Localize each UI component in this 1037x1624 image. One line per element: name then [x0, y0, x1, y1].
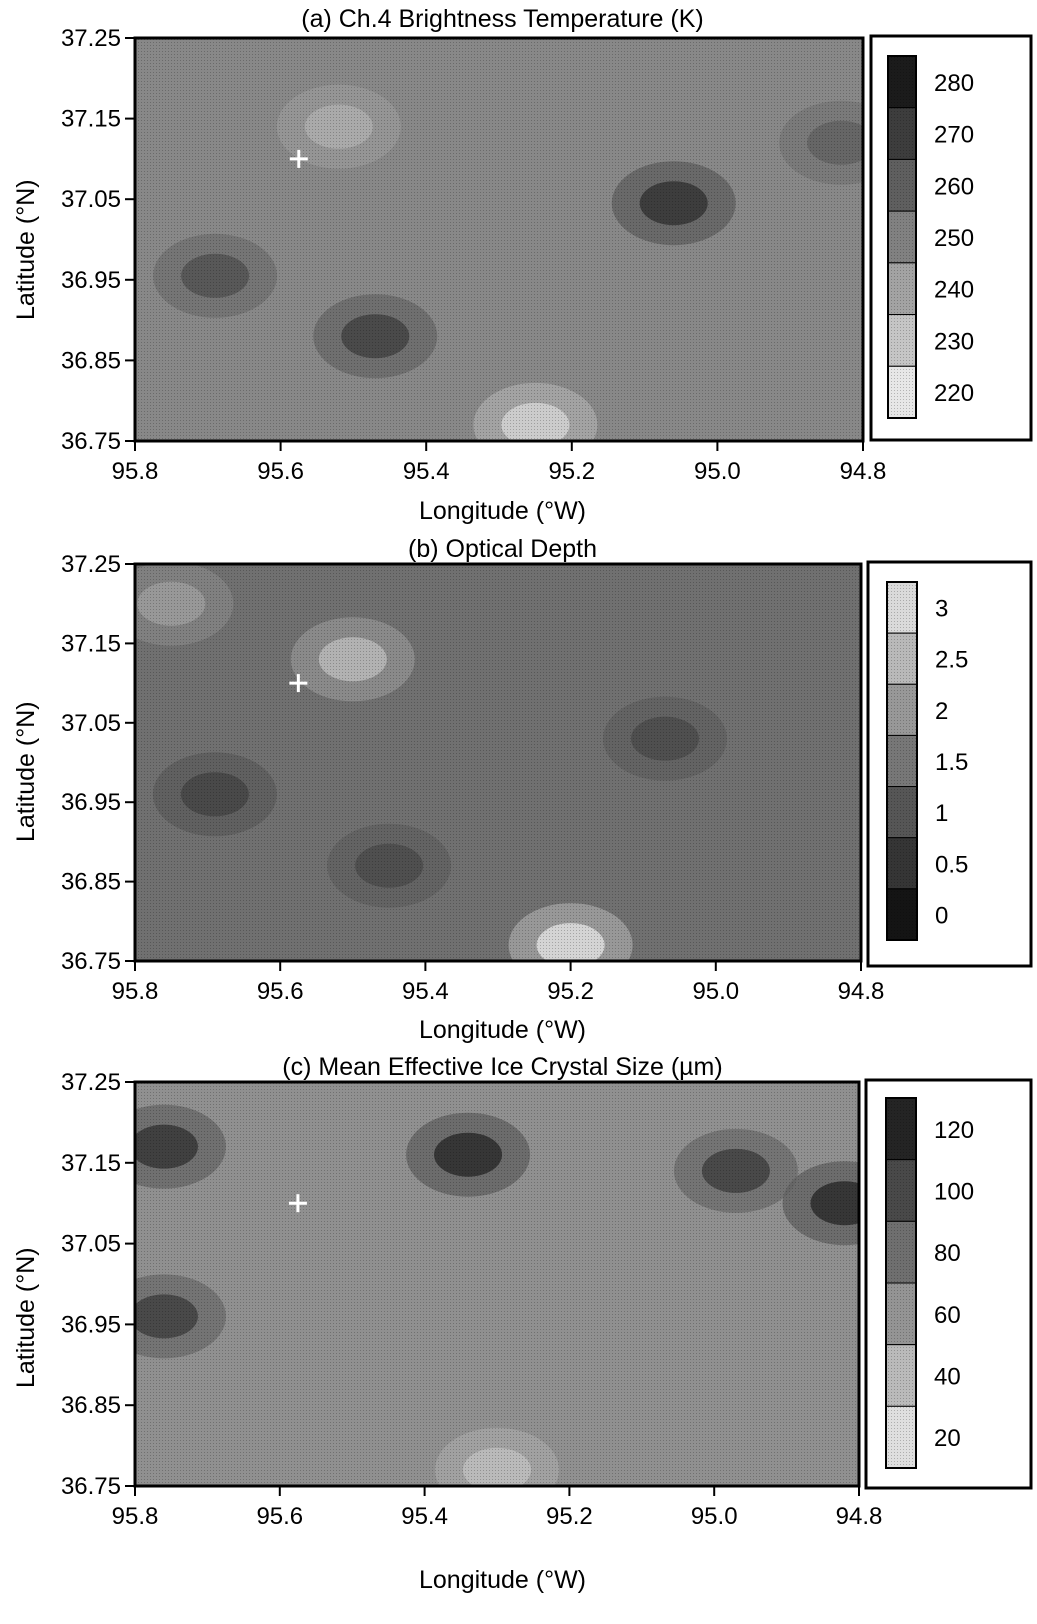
colorbar-tick-label: 1.5	[935, 749, 968, 776]
chart-panel-c: 37.25 37.15 37.05 36.95 36.85 36.75 95.8 95.6 95…	[61, 1069, 1033, 1530]
x-tick-label: 94.8	[840, 458, 887, 485]
x-tick-label: 95.8	[112, 978, 159, 1005]
x-axis-label: Longitude (°W)	[418, 1566, 587, 1594]
colorbar-tick-label: 3	[935, 596, 948, 623]
heatmap-features	[135, 38, 863, 441]
panel-b: 37.25 37.15 37.05 36.95 36.85 36.75 95.8 95.6 95…	[0, 528, 1037, 1069]
colorbar-tick-label: 240	[934, 277, 974, 304]
x-tick-label: 95.2	[548, 458, 595, 485]
y-tick-label: 37.05	[61, 186, 121, 213]
colorbar-tick-label: 2.5	[935, 647, 968, 674]
x-tick-label: 94.8	[836, 1503, 883, 1530]
y-tick-label: 36.95	[61, 789, 121, 816]
x-tick-label: 95.0	[691, 1503, 738, 1530]
x-tick-label: 95.6	[257, 458, 304, 485]
heatmap-features	[135, 564, 861, 961]
x-tick-label: 95.0	[694, 458, 741, 485]
colorbar-tick-label: 270	[934, 122, 974, 149]
y-tick-label: 36.75	[61, 428, 121, 455]
chart-panel-a: 37.25 37.15 37.05 36.95 36.85 36.75 95.8 95.6 95…	[61, 25, 1033, 485]
y-tick-label: 37.15	[61, 630, 121, 657]
x-tick-label: 95.4	[403, 458, 450, 485]
x-tick-label: 95.4	[402, 978, 449, 1005]
colorbar-tick-label: 280	[934, 70, 974, 97]
heatmap-texture	[135, 1082, 859, 1486]
colorbar-tick-label: 220	[934, 380, 974, 407]
x-tick-label: 95.0	[692, 978, 739, 1005]
colorbar-tick-label: 60	[934, 1302, 961, 1329]
colorbar-tick-label: 230	[934, 328, 974, 355]
panel-title: (b) Optical Depth	[408, 535, 597, 563]
x-tick-label: 95.2	[547, 978, 594, 1005]
colorbar-tick-label: 100	[934, 1179, 974, 1206]
x-axis-label: Longitude (°W)	[418, 497, 587, 525]
panel-a: 37.25 37.15 37.05 36.95 36.85 36.75 95.8 95.6 95…	[0, 0, 1037, 541]
x-tick-label: 95.8	[112, 458, 159, 485]
y-tick-label: 36.75	[61, 948, 121, 975]
y-axis-label: Latitude (°N)	[12, 179, 40, 320]
x-tick-label: 95.6	[257, 978, 304, 1005]
colorbar-frame	[887, 55, 917, 419]
colorbar-tick-label: 120	[934, 1117, 974, 1144]
y-tick-label: 36.85	[61, 1392, 121, 1419]
x-tick-label: 94.8	[838, 978, 885, 1005]
heatmap-features	[135, 1082, 859, 1486]
y-tick-label: 36.75	[61, 1473, 121, 1500]
colorbar-tick-label: 40	[934, 1364, 961, 1391]
y-tick-label: 37.15	[61, 106, 121, 133]
y-tick-label: 37.05	[61, 1231, 121, 1258]
plot-frame	[133, 562, 863, 963]
colorbar-tick-label: 80	[934, 1240, 961, 1267]
y-axis-label: Latitude (°N)	[12, 701, 40, 842]
colorbar-tick-label: 260	[934, 173, 974, 200]
plot-frame	[133, 1080, 861, 1488]
panel-title: (c) Mean Effective Ice Crystal Size (µm)	[282, 1053, 723, 1081]
colorbar-frame	[886, 581, 918, 941]
colorbar-tick-label: 2	[935, 698, 948, 725]
colorbar-tick-label: 250	[934, 225, 974, 252]
site-marker	[289, 149, 308, 168]
y-tick-label: 37.05	[61, 710, 121, 737]
colorbar-frame	[885, 1097, 917, 1469]
panel-title: (a) Ch.4 Brightness Temperature (K)	[301, 5, 704, 33]
panel-c: 37.25 37.15 37.05 36.95 36.85 36.75 95.8 95.6 95…	[0, 1050, 1037, 1594]
y-tick-label: 36.95	[61, 1311, 121, 1338]
chart-panel-b: 37.25 37.15 37.05 36.95 36.85 36.75 95.8 95.6 95…	[61, 551, 1033, 1005]
colorbar-tick-label: 20	[934, 1425, 961, 1452]
y-tick-label: 37.15	[61, 1150, 121, 1177]
heatmap-texture	[135, 564, 861, 961]
y-tick-label: 36.95	[61, 267, 121, 294]
y-tick-label: 37.25	[61, 1069, 121, 1096]
site-marker	[289, 674, 308, 693]
y-axis-label: Latitude (°N)	[12, 1247, 40, 1388]
x-tick-label: 95.2	[546, 1503, 593, 1530]
x-tick-label: 95.8	[112, 1503, 159, 1530]
y-tick-label: 37.25	[61, 25, 121, 52]
heatmap-texture	[135, 38, 863, 441]
x-tick-label: 95.4	[401, 1503, 448, 1530]
x-axis-label: Longitude (°W)	[418, 1016, 587, 1044]
y-tick-label: 36.85	[61, 347, 121, 374]
y-tick-label: 37.25	[61, 551, 121, 578]
colorbar-tick-label: 0	[935, 902, 948, 929]
colorbar-tick-label: 0.5	[935, 851, 968, 878]
colorbar-tick-label: 1	[935, 800, 948, 827]
x-tick-label: 95.6	[256, 1503, 303, 1530]
y-tick-label: 36.85	[61, 869, 121, 896]
plot-frame	[133, 36, 865, 443]
site-marker	[288, 1194, 307, 1213]
